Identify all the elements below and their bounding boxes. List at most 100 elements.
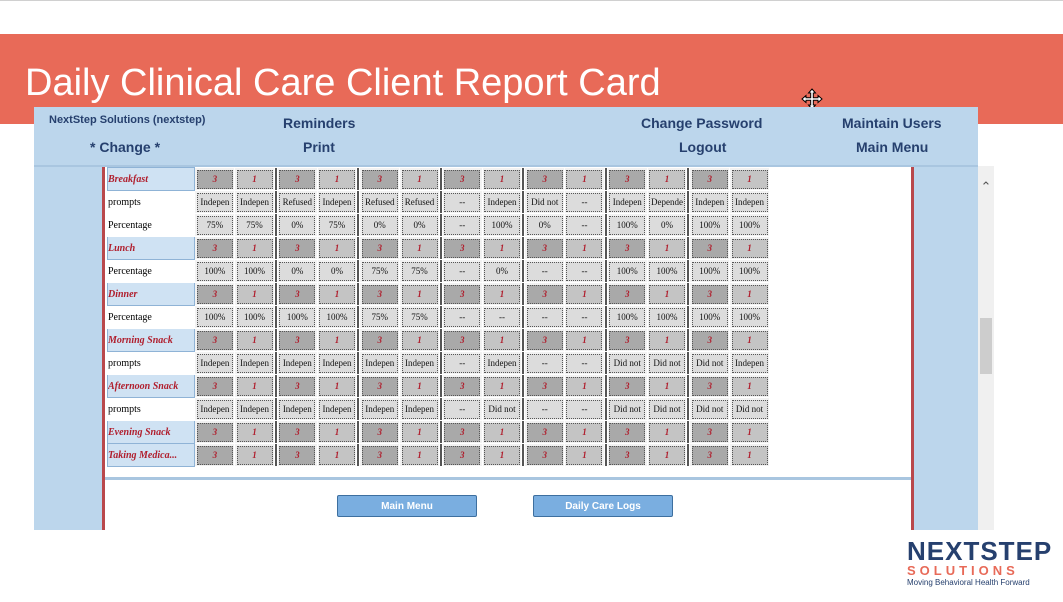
cell-value: 75% <box>196 215 233 235</box>
main-menu-link[interactable]: Main Menu <box>856 139 929 155</box>
cell-value: 1 <box>236 330 273 350</box>
cell-value: 100% <box>731 261 768 281</box>
cell-value: 3 <box>526 422 563 442</box>
row-label: prompts <box>107 190 196 214</box>
grid-cell: Indepen <box>276 397 318 421</box>
cell-value: 1 <box>319 422 356 442</box>
meal-row: Breakfast 3 1 3 1 3 1 3 1 3 1 3 1 3 1 <box>107 167 770 191</box>
cell-value: 1 <box>484 376 520 396</box>
change-link[interactable]: * Change * <box>90 139 161 155</box>
grid-cell: 3 <box>441 328 483 352</box>
cell-value: 3 <box>361 330 398 350</box>
meal-row: Lunch 3 1 3 1 3 1 3 1 3 1 3 1 3 1 <box>107 236 770 260</box>
cell-value: Did not <box>609 353 646 373</box>
data-row: Percentage 100% 100% 0% 0% 75% 75% -- 0% -- -- 100%… <box>107 259 770 283</box>
cell-value: 3 <box>196 284 233 304</box>
cell-value: 3 <box>361 376 398 396</box>
cell-value: 3 <box>444 169 481 189</box>
row-label: Dinner <box>107 282 196 306</box>
print-link[interactable]: Print <box>303 139 335 155</box>
cell-value: 3 <box>691 169 728 189</box>
grid-cell: 1 <box>646 236 688 260</box>
cell-value: 1 <box>566 169 603 189</box>
grid-cell: 100% <box>646 259 688 283</box>
grid-cell: 1 <box>646 328 688 352</box>
column-separator <box>356 443 361 467</box>
grid-cell: 75% <box>359 305 401 329</box>
cell-value: -- <box>526 261 563 281</box>
vertical-scrollbar[interactable]: ⌃ <box>978 166 994 530</box>
cell-value: 100% <box>731 215 768 235</box>
grid-cell: 3 <box>606 443 648 467</box>
grid-cell: Did not <box>689 397 731 421</box>
cell-value: 3 <box>279 284 316 304</box>
column-separator <box>603 443 608 467</box>
cell-value: 1 <box>236 238 273 258</box>
cell-value: 1 <box>648 445 685 465</box>
cell-value: Did not <box>731 399 768 419</box>
grid-cell: -- <box>441 351 483 375</box>
cell-value: Refused <box>361 192 398 212</box>
cell-value: 3 <box>279 169 316 189</box>
cell-value: 3 <box>279 330 316 350</box>
cell-value: 0% <box>401 215 438 235</box>
logo-sub-text: SOLUTIONS <box>907 563 1019 578</box>
cell-value: 100% <box>609 307 646 327</box>
cell-value: 3 <box>609 169 646 189</box>
cell-value: 3 <box>196 376 233 396</box>
grid-cell: 3 <box>606 328 648 352</box>
cell-value: Indepen <box>361 353 398 373</box>
cell-value: 100% <box>484 215 520 235</box>
data-row: prompts Indepen Indepen Indepen Indepen Indep… <box>107 351 770 375</box>
cell-value: 1 <box>731 376 768 396</box>
cell-value: Indepen <box>319 399 356 419</box>
cell-value: -- <box>526 399 563 419</box>
grid-cell: 3 <box>441 374 483 398</box>
meal-row: Evening Snack 3 1 3 1 3 1 3 1 3 1 3 1 3 1 <box>107 420 770 444</box>
cell-value: 1 <box>731 422 768 442</box>
grid-cell: 3 <box>194 420 236 444</box>
grid-cell: 3 <box>689 443 731 467</box>
grid-cell: -- <box>481 305 523 329</box>
main-menu-button[interactable]: Main Menu <box>337 495 477 517</box>
grid-cell: Indepen <box>399 351 440 375</box>
grid-cell: 3 <box>606 374 648 398</box>
maintain-users-link[interactable]: Maintain Users <box>842 115 942 131</box>
scroll-thumb[interactable] <box>980 318 992 374</box>
cell-value: Indepen <box>361 399 398 419</box>
grid-cell: 3 <box>689 420 731 444</box>
grid-cell: 3 <box>194 328 236 352</box>
cell-value: -- <box>444 261 481 281</box>
grid-cell: 3 <box>524 420 566 444</box>
logout-link[interactable]: Logout <box>679 139 727 155</box>
grid-cell: 100% <box>729 305 770 329</box>
cell-value: 1 <box>648 376 685 396</box>
cell-value: -- <box>484 307 520 327</box>
cell-value: 3 <box>361 445 398 465</box>
grid-cell: 100% <box>606 259 648 283</box>
grid-cell: 100% <box>729 213 770 237</box>
cell-value: 1 <box>731 445 768 465</box>
grid-cell: 3 <box>441 420 483 444</box>
cell-value: 3 <box>609 445 646 465</box>
change-password-link[interactable]: Change Password <box>641 115 763 131</box>
cell-value: 1 <box>401 169 438 189</box>
logo-tagline: Moving Behavioral Health Forward <box>907 578 1030 587</box>
grid-cell: -- <box>441 397 483 421</box>
grid-cell: Indepen <box>359 351 401 375</box>
cell-value: 3 <box>691 445 728 465</box>
daily-care-logs-button[interactable]: Daily Care Logs <box>533 495 673 517</box>
cell-value: 1 <box>731 330 768 350</box>
reminders-link[interactable]: Reminders <box>283 115 356 131</box>
row-label: Percentage <box>107 259 196 283</box>
panel-divider <box>105 477 911 480</box>
cell-value: 75% <box>361 261 398 281</box>
cell-value: 1 <box>484 169 520 189</box>
cell-value: 100% <box>236 307 273 327</box>
grid-cell: 1 <box>234 374 275 398</box>
scroll-up-chevron-icon[interactable]: ⌃ <box>980 179 992 194</box>
grid-cell: 1 <box>564 167 605 191</box>
grid-cell: 3 <box>194 167 236 191</box>
grid-cell: 1 <box>399 167 440 191</box>
grid-cell: Indepen <box>481 190 523 214</box>
